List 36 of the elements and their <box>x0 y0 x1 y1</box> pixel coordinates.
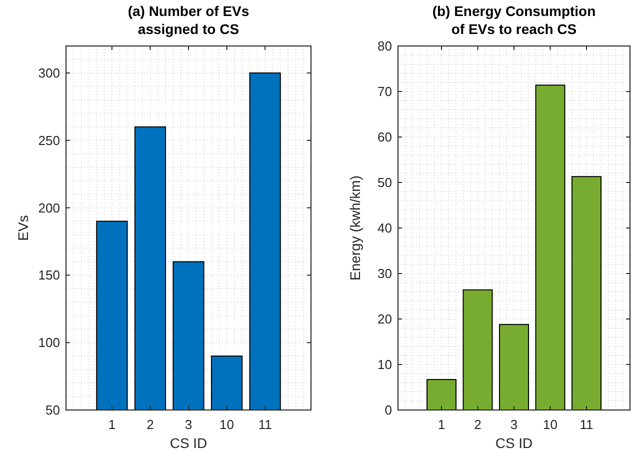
bar <box>499 324 529 410</box>
bar <box>535 84 566 410</box>
x-tick-label: 11 <box>258 417 272 432</box>
y-axis-title: Energy (kwh/km) <box>347 175 363 281</box>
y-tick-label: 20 <box>378 312 392 327</box>
y-tick-label: 300 <box>38 66 60 81</box>
x-tick-label: 3 <box>510 417 518 432</box>
x-tick-label: 2 <box>474 417 482 432</box>
y-tick-label: 200 <box>38 200 60 216</box>
x-tick-label: 10 <box>220 417 234 432</box>
y-tick-label: 40 <box>378 220 392 236</box>
y-tick-label: 60 <box>378 130 392 145</box>
x-tick-label: 2 <box>146 417 154 432</box>
y-tick-label: 50 <box>46 402 60 418</box>
y-tick-label: 30 <box>378 266 392 282</box>
bar <box>462 289 493 410</box>
y-tick-label: 150 <box>38 268 60 283</box>
y-tick-label: 100 <box>38 335 60 350</box>
y-tick-label: 80 <box>378 38 392 54</box>
y-axis-title: EVs <box>15 215 31 241</box>
x-tick-label: 3 <box>184 417 192 432</box>
y-tick-label: 50 <box>378 175 392 190</box>
bar <box>426 379 456 410</box>
x-tick-label: 1 <box>108 417 116 432</box>
x-tick-label: 1 <box>438 417 446 432</box>
x-axis-title: CS ID <box>170 435 208 451</box>
chart-title: (a) Number of EVs assigned to CS <box>128 3 250 37</box>
x-tick-label: 10 <box>543 417 558 432</box>
chart-title: (b) Energy Consumption of EVs to reach CS <box>432 3 596 37</box>
y-tick-label: 70 <box>378 84 392 100</box>
bar <box>572 176 602 410</box>
x-axis-title: CS ID <box>495 435 533 451</box>
y-tick-label: 0 <box>384 402 392 418</box>
y-tick-label: 10 <box>378 357 392 372</box>
x-tick-label: 11 <box>580 417 594 432</box>
y-tick-label: 250 <box>38 132 60 148</box>
